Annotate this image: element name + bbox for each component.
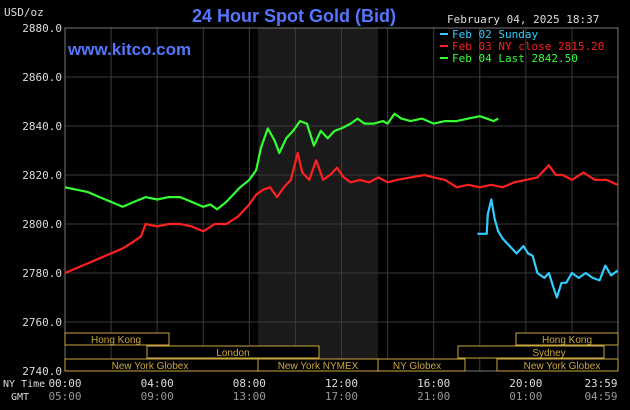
- ny-time-label: NY Time: [3, 379, 45, 390]
- session-ny-globex-2: [377, 358, 466, 372]
- session-label: New York Globex: [524, 361, 601, 372]
- unit-label: USD/oz: [4, 6, 44, 19]
- y-tick-label: 2880.0: [22, 22, 62, 35]
- series-line-2: [64, 112, 499, 211]
- series-line-1: [64, 151, 618, 275]
- legend: Feb 02 Sunday Feb 03 NY close 2815.20 Fe…: [440, 28, 604, 65]
- x-tick-gmt: 13:00: [233, 390, 266, 403]
- x-tick-ny: 23:59: [584, 377, 617, 390]
- x-tick-gmt: 17:00: [325, 390, 358, 403]
- chart-datetime: February 04, 2025 18:37: [447, 13, 599, 26]
- y-axis: 2880.0 2860.0 2840.0 2820.0 2800.0 2780.0 2760…: [22, 22, 62, 378]
- x-tick-ny: 04:00: [141, 377, 174, 390]
- session-label: London: [216, 348, 249, 359]
- y-tick-label: 2860.0: [22, 71, 62, 84]
- session-label: Hong Kong: [91, 335, 141, 346]
- site-watermark: www.kitco.com: [67, 40, 191, 59]
- session-sydney: [457, 345, 605, 359]
- x-tick-ny: 16:00: [417, 377, 450, 390]
- y-tick-label: 2800.0: [22, 218, 62, 231]
- session-label: New York Globex: [112, 361, 189, 372]
- session-hong-kong-1: [64, 332, 170, 346]
- market-sessions: Hong Kong Hong Kong London Sydney New Yo…: [64, 332, 619, 372]
- x-tick-ny: 20:00: [509, 377, 542, 390]
- legend-item-sunday: Feb 02 Sunday: [452, 28, 538, 41]
- session-label: Hong Kong: [542, 335, 592, 346]
- legend-item-feb04: Feb 04 Last 2842.50: [452, 52, 578, 65]
- session-hong-kong-2: [515, 332, 619, 346]
- session-london: [146, 345, 320, 359]
- y-tick-label: 2780.0: [22, 267, 62, 280]
- nymex-session-shade: [258, 28, 378, 371]
- y-tick-label: 2820.0: [22, 169, 62, 182]
- session-label: NY Globex: [393, 361, 441, 372]
- series-line-0: [477, 198, 619, 299]
- x-tick-gmt: 09:00: [141, 390, 174, 403]
- x-tick-ny: 12:00: [325, 377, 358, 390]
- gmt-label: GMT: [11, 392, 29, 403]
- session-ny-globex-3: [496, 358, 619, 372]
- session-label: Sydney: [532, 348, 565, 359]
- x-tick-gmt: 05:00: [48, 390, 81, 403]
- chart-title: 24 Hour Spot Gold (Bid): [192, 6, 396, 26]
- x-tick-gmt: 21:00: [417, 390, 450, 403]
- x-tick-gmt: 01:00: [509, 390, 542, 403]
- x-tick-ny: 08:00: [233, 377, 266, 390]
- x-tick-gmt: 04:59: [584, 390, 617, 403]
- legend-item-feb03: Feb 03 NY close 2815.20: [452, 40, 604, 53]
- y-tick-label: 2740.0: [22, 365, 62, 378]
- x-tick-ny: 00:00: [48, 377, 81, 390]
- session-label: New York NYMEX: [278, 361, 359, 372]
- y-tick-label: 2760.0: [22, 316, 62, 329]
- y-tick-label: 2840.0: [22, 120, 62, 133]
- series-layer: [64, 112, 619, 299]
